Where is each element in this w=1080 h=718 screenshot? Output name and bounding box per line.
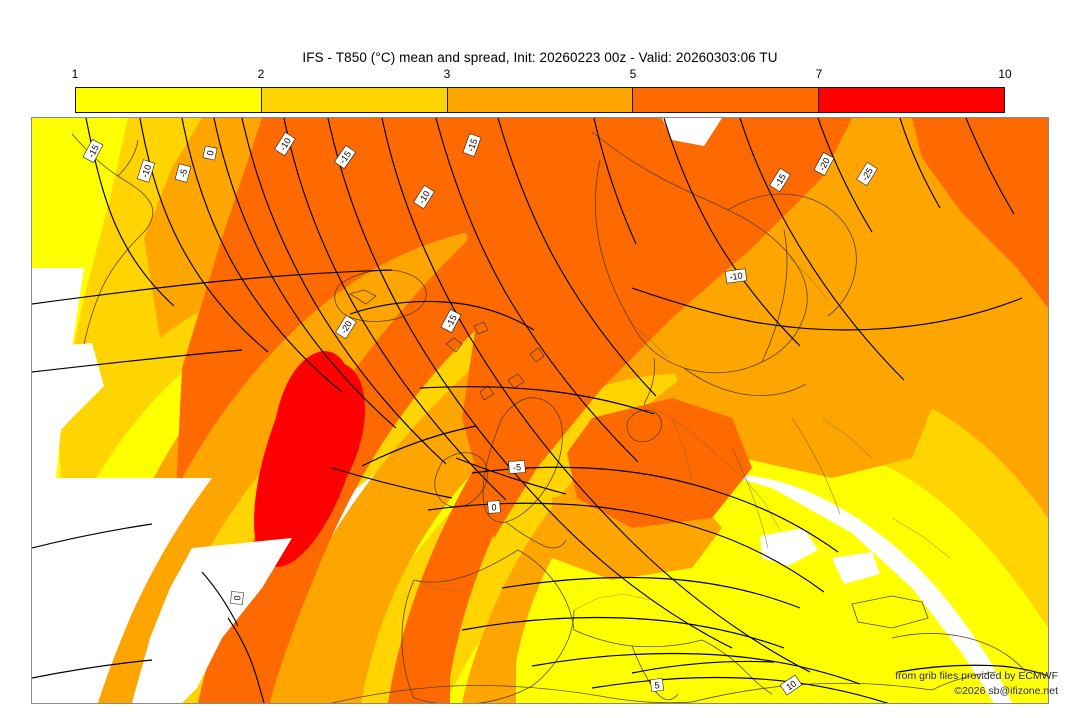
colorbar-tick-2: 3 [443, 67, 451, 81]
svg-text:0: 0 [205, 150, 216, 157]
colorbar-band-1-2 [76, 88, 262, 112]
colorbar-tick-5: 10 [998, 67, 1012, 81]
svg-text:0: 0 [491, 502, 497, 512]
attribution-source: from grib files provided by ECMWF [895, 670, 1058, 682]
colorbar-band-7-10 [819, 88, 1004, 112]
colorbar-band-3-5 [447, 88, 634, 112]
colorbar-tick-1: 2 [257, 67, 265, 81]
colorbar-bands [75, 87, 1005, 113]
map-svg: -15 -10 -5 0 [32, 118, 1048, 703]
spread-colorbar: 1 2 3 5 7 10 [72, 67, 1012, 113]
colorbar-tick-0: 1 [71, 67, 79, 81]
country-borders [413, 257, 951, 611]
svg-text:0: 0 [232, 595, 242, 601]
attribution-copyright: ©2026 sb@ifizone.net [954, 685, 1058, 697]
colorbar-band-5-7 [633, 88, 820, 112]
spread-band-5-7 [176, 118, 1048, 703]
svg-text:-15: -15 [465, 137, 479, 153]
colorbar-tick-4: 7 [815, 67, 823, 81]
svg-text:-5: -5 [178, 168, 190, 178]
page-title: IFS - T850 (°C) mean and spread, Init: 2… [302, 50, 778, 65]
spread-band-7-10 [254, 351, 366, 567]
isotherm-contours [32, 118, 1048, 703]
contour-labels: -15 -10 -5 0 [82, 131, 878, 696]
colorbar-tick-labels: 1 2 3 5 7 10 [71, 67, 1012, 85]
svg-text:10: 10 [784, 678, 798, 692]
colorbar-tick-3: 5 [629, 67, 637, 81]
svg-text:-5: -5 [513, 462, 522, 473]
svg-text:-10: -10 [729, 271, 743, 283]
svg-text:5: 5 [654, 680, 660, 690]
coastlines [71, 131, 1027, 703]
no-data-patches [32, 118, 880, 703]
colorbar-band-2-3 [261, 88, 448, 112]
svg-text:-10: -10 [140, 163, 154, 178]
map-canvas[interactable]: -15 -10 -5 0 [31, 117, 1049, 704]
